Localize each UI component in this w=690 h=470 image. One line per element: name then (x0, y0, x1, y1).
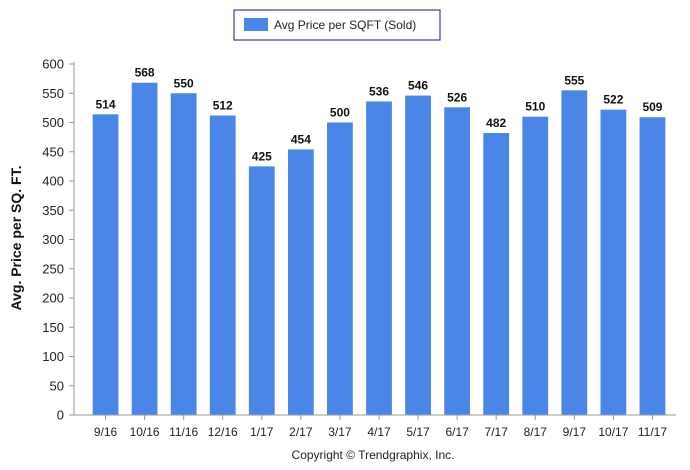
data-label: 425 (252, 149, 272, 163)
copyright-footer: Copyright © Trendgraphix, Inc. (292, 448, 455, 462)
legend: Avg Price per SQFT (Sold) (233, 9, 441, 41)
data-label: 514 (96, 97, 116, 111)
x-tick-label: 10/16 (130, 425, 160, 439)
x-tick-label: 10/17 (598, 425, 628, 439)
bar (170, 93, 197, 415)
data-label: 500 (330, 106, 350, 120)
bar (92, 114, 119, 415)
x-tick-label: 9/17 (563, 425, 587, 439)
bar (248, 166, 275, 415)
data-label: 512 (213, 98, 233, 112)
y-tick-label: 300 (42, 232, 64, 247)
x-tick-label: 8/17 (524, 425, 548, 439)
y-tick-label: 400 (42, 174, 64, 189)
data-label: 482 (486, 116, 506, 130)
y-tick-label: 500 (42, 115, 64, 130)
data-label: 568 (135, 66, 155, 80)
data-label: 510 (525, 100, 545, 114)
bar (131, 82, 158, 415)
data-label: 546 (408, 79, 428, 93)
data-label: 536 (369, 84, 389, 98)
y-tick-label: 350 (42, 203, 64, 218)
bar (483, 133, 510, 415)
legend-label: Avg Price per SQFT (Sold) (274, 18, 416, 32)
x-tick-label: 9/16 (94, 425, 118, 439)
legend-box (233, 9, 441, 41)
y-axis-label: Avg. Price per SQ. FT. (8, 166, 24, 311)
x-tick-label: 5/17 (406, 425, 430, 439)
x-tick-label: 12/16 (208, 425, 238, 439)
bar (639, 117, 666, 416)
x-tick-label: 11/17 (638, 425, 667, 439)
bar (444, 107, 471, 415)
y-tick-label: 450 (42, 144, 64, 159)
y-tick-label: 550 (42, 86, 64, 101)
data-label: 522 (603, 93, 623, 107)
y-tick-label: 0 (57, 408, 64, 423)
bar (209, 115, 236, 415)
x-tick-label: 6/17 (445, 425, 469, 439)
bar (327, 122, 353, 415)
y-tick-label: 150 (42, 320, 64, 335)
x-tick-label: 3/17 (328, 425, 352, 439)
bar (405, 95, 431, 415)
data-label: 509 (642, 100, 662, 114)
x-tick-label: 2/17 (289, 425, 313, 439)
x-axis-ticks: 9/16 10/16 11/16 12/16 1/17 2/17 3/17 4/17 5/17 6… (94, 415, 667, 439)
bar (287, 149, 314, 415)
y-tick-label: 200 (42, 291, 64, 306)
data-labels: 514 568 550 512 425 454 500 536 546 526 482 510 555 5… (96, 66, 663, 164)
data-label: 526 (447, 90, 467, 104)
y-axis-ticks: 0 50 100 150 200 250 300 350 400 450 500 550 600 (42, 57, 74, 423)
data-label: 555 (564, 73, 584, 87)
y-tick-label: 100 (42, 349, 64, 364)
bar (600, 109, 627, 415)
bar (561, 90, 588, 415)
x-tick-label: 11/16 (169, 425, 198, 439)
bar (366, 101, 392, 415)
x-tick-label: 4/17 (367, 425, 391, 439)
data-label: 550 (174, 76, 194, 90)
x-tick-label: 7/17 (485, 425, 509, 439)
bars (92, 82, 666, 416)
legend-swatch (244, 18, 268, 31)
y-tick-label: 50 (50, 378, 64, 393)
y-tick-label: 600 (42, 57, 64, 72)
y-tick-label: 250 (42, 261, 64, 276)
bar (522, 116, 549, 416)
data-label: 454 (291, 132, 311, 146)
x-tick-label: 1/17 (250, 425, 274, 439)
